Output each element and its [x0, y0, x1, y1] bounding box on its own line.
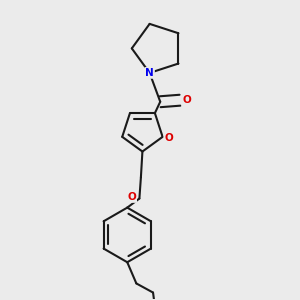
Text: O: O [128, 192, 136, 202]
Text: O: O [164, 134, 173, 143]
Text: O: O [182, 95, 191, 105]
Text: N: N [145, 68, 154, 78]
